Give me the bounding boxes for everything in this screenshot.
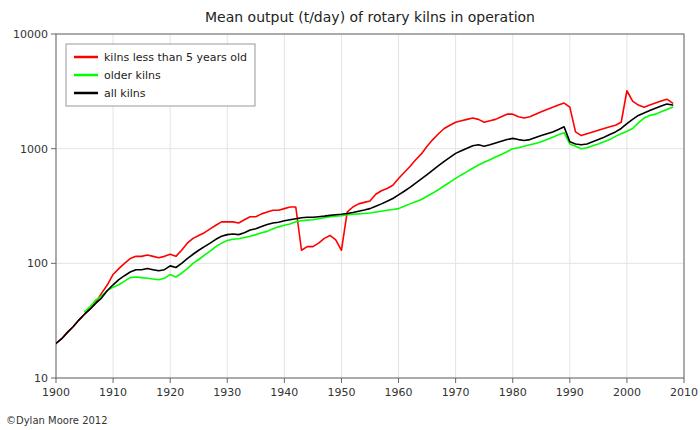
grid [56,34,684,378]
tick-label: 2010 [670,386,698,399]
tick-label: 10 [34,372,48,385]
axes: 1900 1910 1920 1930 1940 1950 1960 1970 1980 1990… [13,28,698,399]
tick [284,378,285,383]
tick-label: 2000 [613,386,641,399]
tick [684,378,685,383]
tick [56,378,57,383]
tick-label: 1940 [270,386,298,399]
series-line [85,107,673,311]
tick [398,378,399,383]
grid-line [512,34,513,378]
tick [51,378,56,379]
tick [113,378,114,383]
chart: Mean output (t/day) of rotary kilns in o… [0,0,700,430]
series-line [56,104,673,343]
grid-line [56,263,684,264]
legend-label: all kilns [104,87,146,100]
title: Mean output (t/day) of rotary kilns in o… [205,9,535,25]
plot-area [56,34,684,378]
series-group [56,91,673,344]
legend-box [66,44,255,106]
tick [455,378,456,383]
grid-line [341,34,342,378]
tick-label: 1000 [20,143,48,156]
annotation: ©Dylan Moore 2012 [6,415,108,426]
grid-line [569,34,570,378]
tick-label: 1920 [156,386,184,399]
tick [51,148,56,149]
tick [51,263,56,264]
tick [51,34,56,35]
tick-label: 1960 [385,386,413,399]
tick [227,378,228,383]
legend-label: older kilns [104,69,161,82]
plot-frame [56,34,684,378]
tick [512,378,513,383]
grid-line [455,34,456,378]
tick [170,378,171,383]
grid-line [56,148,684,149]
tick-label: 1950 [327,386,355,399]
tick [626,378,627,383]
tick-label: 1900 [42,386,70,399]
legend: kilns less than 5 years old older kilns al… [66,44,255,106]
legend-swatch [74,92,98,95]
tick [569,378,570,383]
series-line [56,91,673,344]
tick-label: 1930 [213,386,241,399]
tick-label: 1980 [499,386,527,399]
tick-label: 100 [27,257,48,270]
legend-swatch [74,56,98,59]
tick-label: 1910 [99,386,127,399]
legend-swatch [74,74,98,77]
tick-label: 1990 [556,386,584,399]
tick-label: 1970 [442,386,470,399]
legend-label: kilns less than 5 years old [104,51,247,64]
grid-line [398,34,399,378]
grid-line [284,34,285,378]
tick [341,378,342,383]
tick-label: 10000 [13,28,48,41]
grid-line [626,34,627,378]
